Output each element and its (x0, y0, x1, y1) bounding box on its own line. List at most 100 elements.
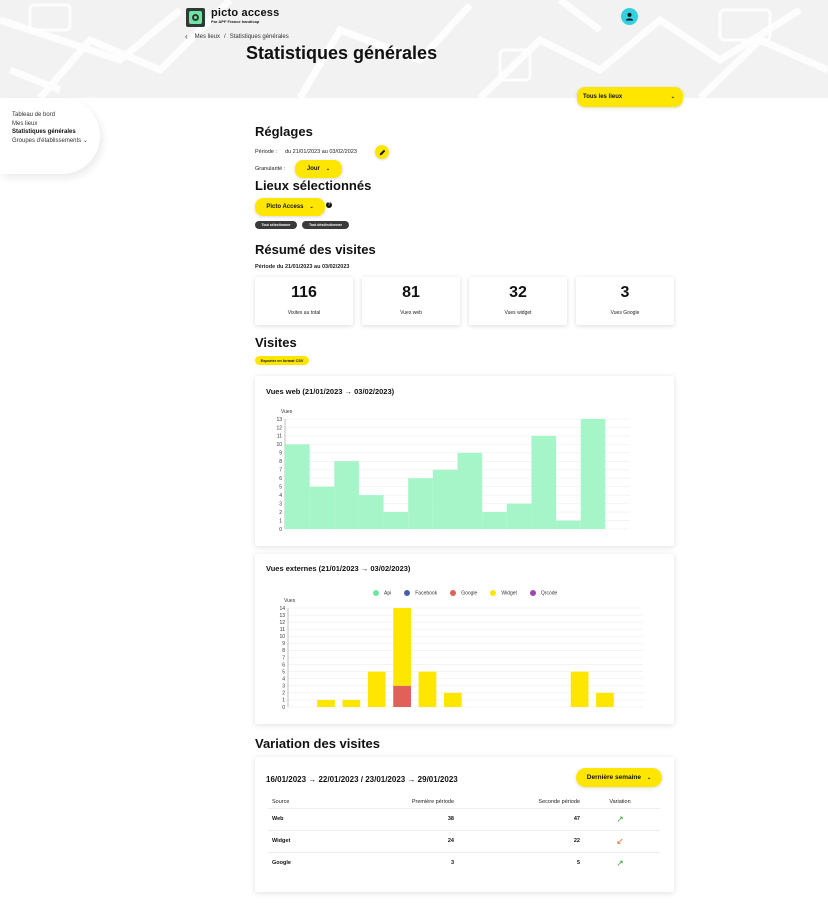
bar-web-views (457, 452, 483, 529)
stat-value: 81 (402, 284, 420, 301)
bar-web-views (482, 512, 507, 529)
y-tick-label: 8 (282, 648, 285, 654)
sidebar-item-places[interactable]: Mes lieux (12, 120, 38, 127)
trend-down-icon: ↙ (580, 829, 660, 852)
bar-web-views (358, 495, 384, 529)
stat-value: 32 (509, 284, 527, 301)
bar-web-views (334, 461, 359, 529)
y-tick-label: 10 (279, 634, 285, 640)
first-period-cell: 24 (358, 829, 454, 852)
y-tick-label: 9 (279, 451, 282, 457)
stat-card-google: 3 Vues Google (576, 277, 674, 325)
chevron-down-icon: ⌄ (325, 166, 331, 172)
stat-label: Vues web (400, 310, 422, 316)
second-period-cell: 5 (454, 851, 580, 874)
bar-widget (367, 671, 386, 707)
summary-period: Période du 21/01/2023 au 03/02/2023 (255, 264, 350, 270)
bar-web-views (531, 435, 557, 529)
edit-period-button[interactable] (375, 145, 389, 159)
breadcrumb-current: Statistiques générales (229, 33, 289, 40)
y-tick-label: 5 (279, 484, 282, 490)
deselect-all-button[interactable]: Tout désélectionner (302, 221, 349, 229)
stat-label: Visites au total (287, 310, 321, 316)
period-compare-select[interactable]: Dernière semaine ⌄ (576, 768, 662, 787)
place-select-value: Picto Access (266, 204, 304, 210)
help-icon[interactable]: ? (326, 202, 332, 208)
brand-tagline: Par APF France handicap (211, 19, 260, 24)
legend-item-qrcode[interactable]: Qrcode (529, 590, 557, 596)
y-tick-label: 2 (279, 510, 282, 516)
sidebar-item-statistics[interactable]: Statistiques générales (12, 129, 76, 135)
period-label: Période : (255, 149, 278, 155)
bar-web-views (432, 469, 458, 529)
y-tick-label: 12 (279, 620, 285, 626)
bar-google (393, 685, 411, 707)
breadcrumb-link-parent[interactable]: Mes lieux (194, 33, 221, 40)
bar-widget (418, 671, 437, 707)
trend-up-icon: ↗ (580, 851, 660, 874)
legend-item-api[interactable]: Api (373, 590, 391, 596)
y-tick-label: 4 (279, 493, 282, 499)
y-axis-label: Vues (281, 409, 293, 415)
column-header: Source (272, 798, 290, 805)
visits-title: Visites (255, 335, 297, 350)
page-title: Statistiques générales (246, 43, 438, 63)
table-header: Source Première période Seconde période … (268, 796, 660, 808)
granularity-value: Jour (306, 166, 320, 172)
trend-up-icon: ↗ (580, 807, 660, 830)
legend-item-widget[interactable]: Widget (490, 590, 517, 596)
user-avatar-button[interactable] (621, 8, 638, 25)
source-cell: Web (268, 807, 358, 830)
granularity-select[interactable]: Jour ⌄ (295, 160, 342, 178)
bar-widget (393, 608, 411, 686)
bar-widget (317, 699, 335, 707)
chart-title: Vues web (21/01/2023 → 03/02/2023) (266, 387, 395, 396)
second-period-cell: 47 (454, 807, 580, 830)
place-select[interactable]: Picto Access ⌄ (255, 198, 325, 216)
export-csv-button[interactable]: Exporter en format CSV (255, 356, 309, 365)
back-chevron-icon[interactable]: ‹ (185, 32, 188, 41)
variation-title: Variation des visites (255, 736, 381, 751)
table-row: Widget 24 22 ↙ (268, 829, 660, 852)
bar-web-views (408, 478, 433, 529)
chevron-down-icon: ⌄ (670, 94, 675, 100)
sidebar-item-dashboard[interactable]: Tableau de bord (12, 112, 56, 118)
stat-value: 3 (620, 284, 630, 301)
period-value: du 21/01/2023 au 03/02/2023 (285, 149, 357, 155)
column-header: Variation (609, 798, 631, 805)
places-select-label: Tous les lieux (583, 94, 623, 100)
granularity-label: Granularité : (255, 166, 286, 172)
y-tick-label: 1 (279, 518, 282, 524)
y-tick-label: 11 (277, 434, 282, 440)
y-tick-label: 12 (276, 425, 282, 431)
variation-range: 16/01/2023 → 22/01/2023 / 23/01/2023 → 2… (266, 775, 458, 784)
header-background (0, 0, 828, 98)
settings-title: Réglages (255, 124, 313, 139)
table-row: Web 38 47 ↗ (268, 807, 660, 830)
column-header: Seconde période (538, 798, 580, 805)
table-row: Google 3 5 ↗ (268, 851, 660, 874)
y-tick-label: 13 (279, 613, 285, 619)
bar-widget (596, 692, 614, 707)
breadcrumb-separator: / (224, 33, 226, 40)
stat-card-widget: 32 Vues widget (469, 277, 567, 325)
external-views-chart-panel: Vues externes (21/01/2023 → 03/02/2023) … (255, 554, 674, 724)
y-tick-label: 7 (282, 655, 285, 661)
places-select[interactable]: Tous les lieux ⌄ (577, 87, 683, 107)
select-all-button[interactable]: Tout sélectionner (255, 221, 297, 229)
bar-web-views (309, 486, 335, 529)
brand-name: picto access (211, 7, 280, 19)
legend-item-google[interactable]: Google (450, 590, 477, 596)
y-tick-label: 14 (279, 606, 285, 612)
first-period-cell: 3 (358, 851, 454, 874)
sidebar-item-groups[interactable]: Groupes d'établissements ⌄ (12, 137, 88, 144)
column-header: Première période (411, 798, 454, 805)
sidebar: Tableau de bord Mes lieux Statistiques g… (0, 98, 100, 174)
y-tick-label: 11 (280, 627, 285, 633)
legend-item-facebook[interactable]: Facebook (404, 590, 437, 596)
logo-icon[interactable] (186, 8, 205, 27)
selected-places-title: Lieux sélectionnés (255, 178, 372, 193)
user-icon (625, 12, 634, 21)
